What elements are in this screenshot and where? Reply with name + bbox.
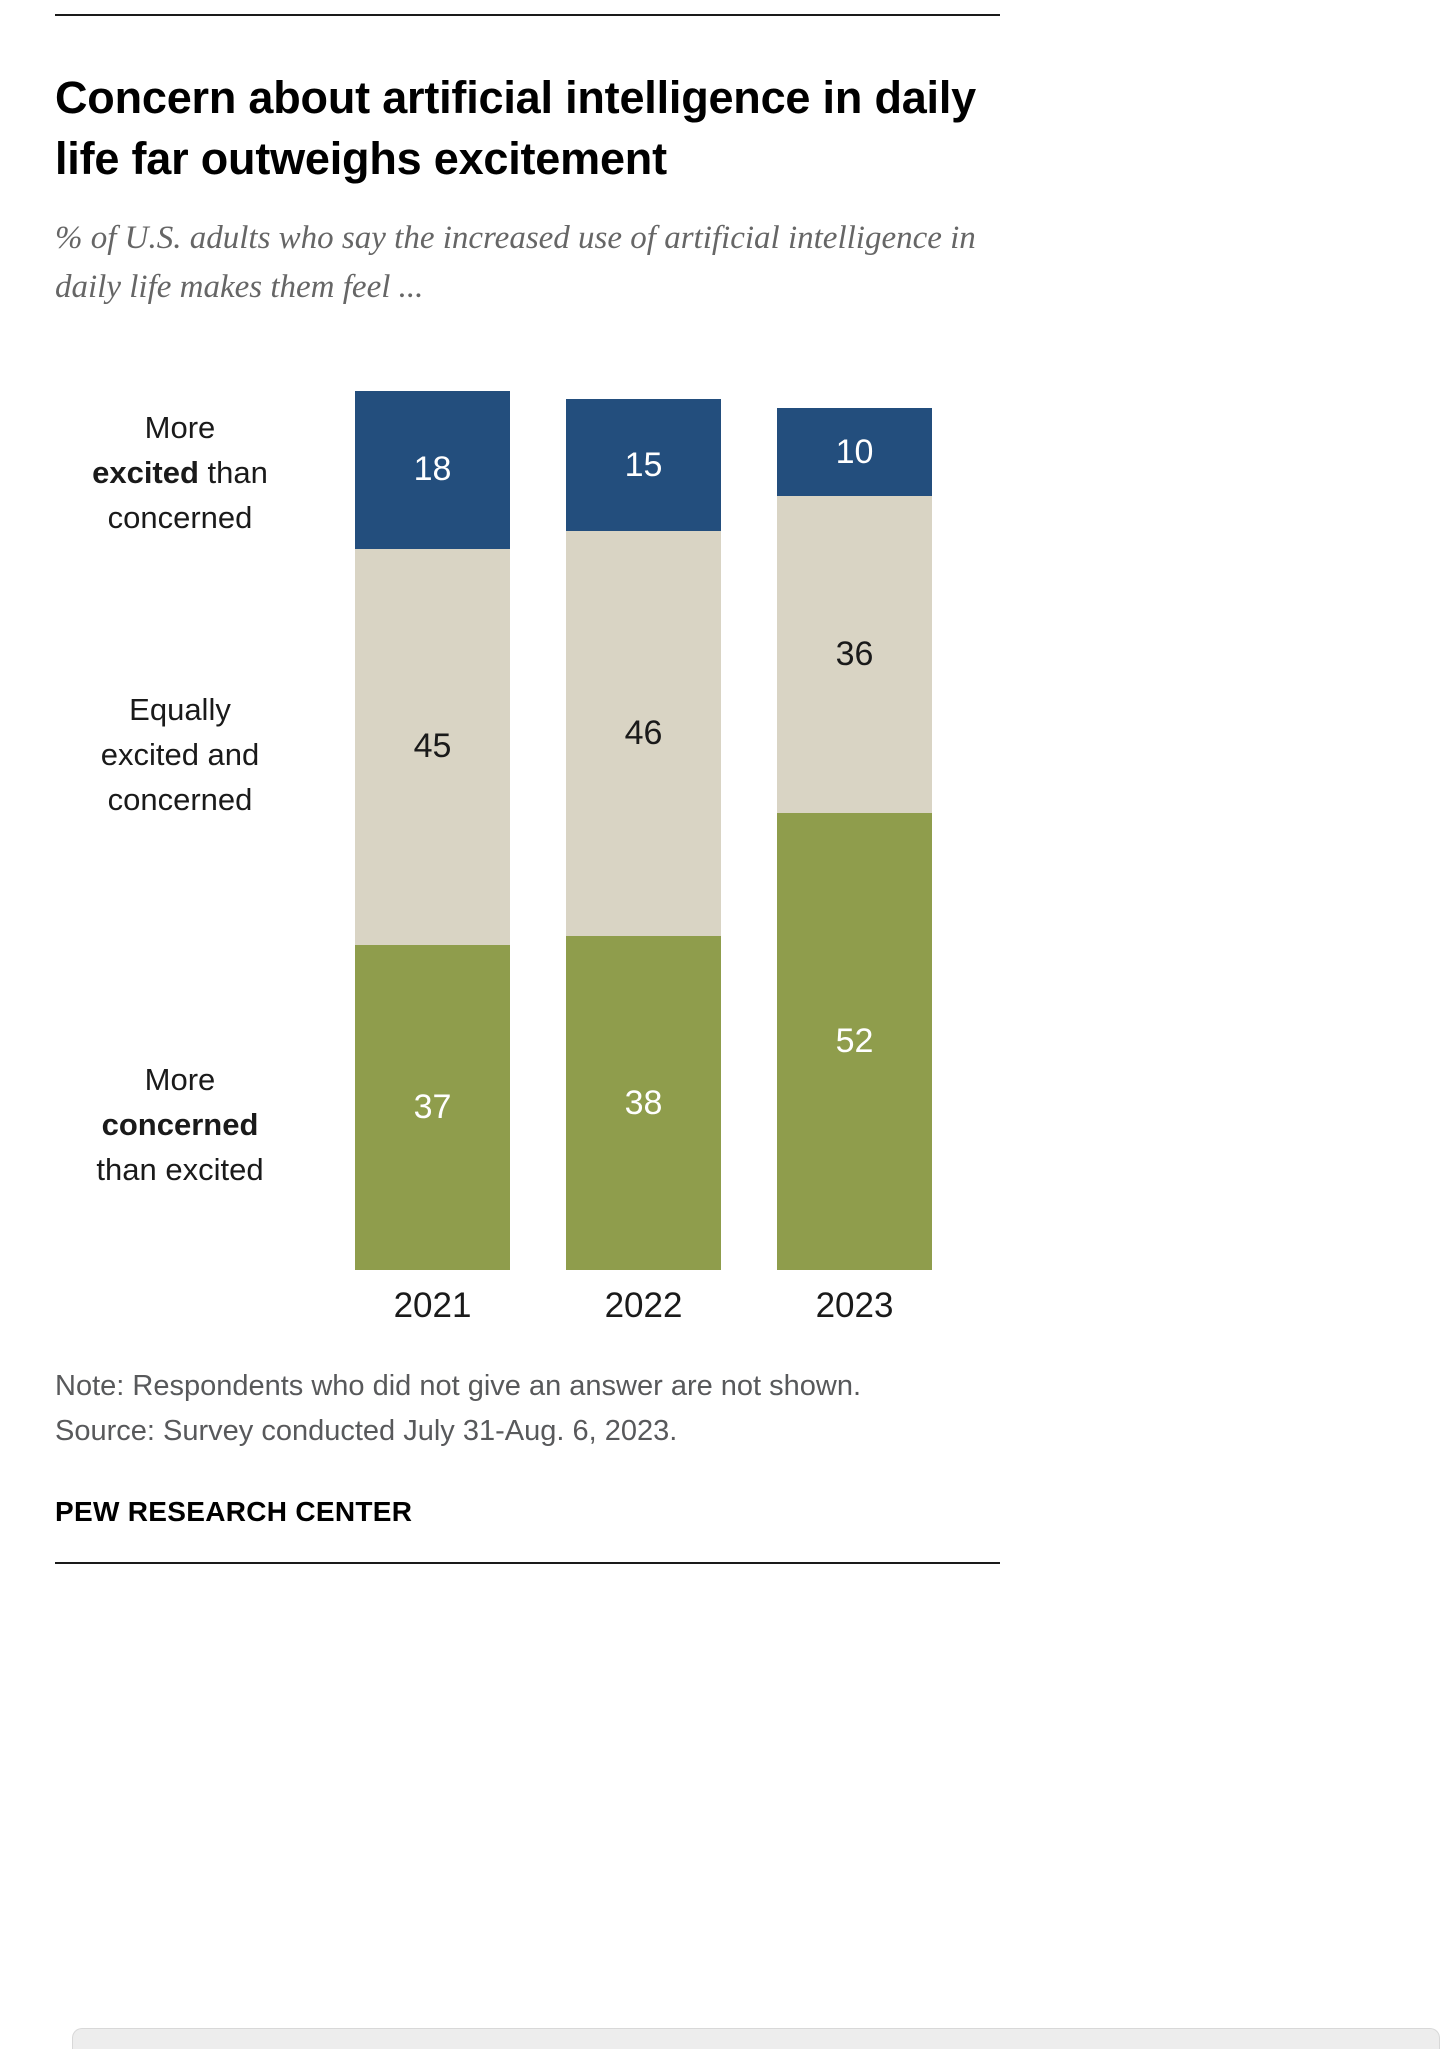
- category-label: More excited than concerned: [55, 405, 305, 540]
- chart-title: Concern about artificial intelligence in…: [55, 72, 976, 184]
- horizontal-scrollbar[interactable]: [72, 2028, 1440, 2049]
- category-label-line: excited than: [92, 454, 268, 490]
- bar-segment: 10: [777, 408, 932, 497]
- value-label: 15: [624, 445, 663, 484]
- bars: 18 45 37 2021 15 46 38 2022 10 36 52 2023: [355, 390, 932, 1333]
- value-label: 52: [835, 1022, 874, 1061]
- bar-stack: 15 46 38: [566, 399, 721, 1271]
- bar-segment: 18: [355, 390, 510, 549]
- value-label: 45: [413, 727, 452, 766]
- category-label-line: More: [144, 1061, 216, 1097]
- pew-research-center-wordmark: PEW RESEARCH CENTER: [55, 1496, 413, 1528]
- category-label: More concerned than excited: [55, 1057, 305, 1192]
- bar-stack: 18 45 37: [355, 390, 510, 1271]
- category-label-line: concerned: [101, 1106, 259, 1142]
- bar-segment: 45: [355, 548, 510, 945]
- stacked-bar-chart: More excited than concerned Equally excited …: [55, 390, 1010, 1333]
- value-label: 46: [624, 714, 663, 753]
- category-label-line: Equally: [129, 691, 231, 727]
- top-divider: [55, 14, 1000, 16]
- category-label-line: More: [144, 409, 216, 445]
- value-label: 10: [835, 432, 874, 471]
- note-line: Note: Respondents who did not give an an…: [55, 1370, 862, 1403]
- value-label: 18: [413, 450, 452, 489]
- bar-segment: 38: [566, 936, 721, 1271]
- chart-notes: Note: Respondents who did not give an an…: [55, 1364, 995, 1454]
- value-label: 37: [413, 1088, 452, 1127]
- bar-segment: 52: [777, 812, 932, 1271]
- bar-column: 18 45 37 2021: [355, 390, 510, 1333]
- value-label: 38: [624, 1083, 663, 1122]
- source-line: Source: Survey conducted July 31-Aug. 6,…: [55, 1415, 678, 1448]
- report-content: Concern about artificial intelligence in…: [55, 14, 1010, 1565]
- x-axis-label: 2021: [393, 1286, 472, 1326]
- category-label-line: concerned: [107, 781, 253, 817]
- side-labels: More excited than concerned Equally excited …: [55, 391, 355, 1271]
- bar-segment: 15: [566, 399, 721, 532]
- bar-stack: 10 36 52: [777, 408, 932, 1271]
- bar-segment: 36: [777, 496, 932, 813]
- bottom-divider: [55, 1562, 1000, 1565]
- category-label-line: excited and: [100, 736, 260, 772]
- bar-column: 15 46 38 2022: [566, 399, 721, 1332]
- category-label-line: concerned: [107, 499, 253, 535]
- x-axis-label: 2022: [604, 1286, 683, 1326]
- bar-column: 10 36 52 2023: [777, 408, 932, 1332]
- category-label: Equally excited and concerned: [55, 687, 305, 822]
- chart-subtitle: % of U.S. adults who say the increased u…: [55, 219, 976, 306]
- bar-segment: 46: [566, 531, 721, 937]
- bar-segment: 37: [355, 944, 510, 1271]
- value-label: 36: [835, 634, 874, 673]
- category-label-line: than excited: [96, 1151, 264, 1187]
- x-axis-label: 2023: [815, 1286, 894, 1326]
